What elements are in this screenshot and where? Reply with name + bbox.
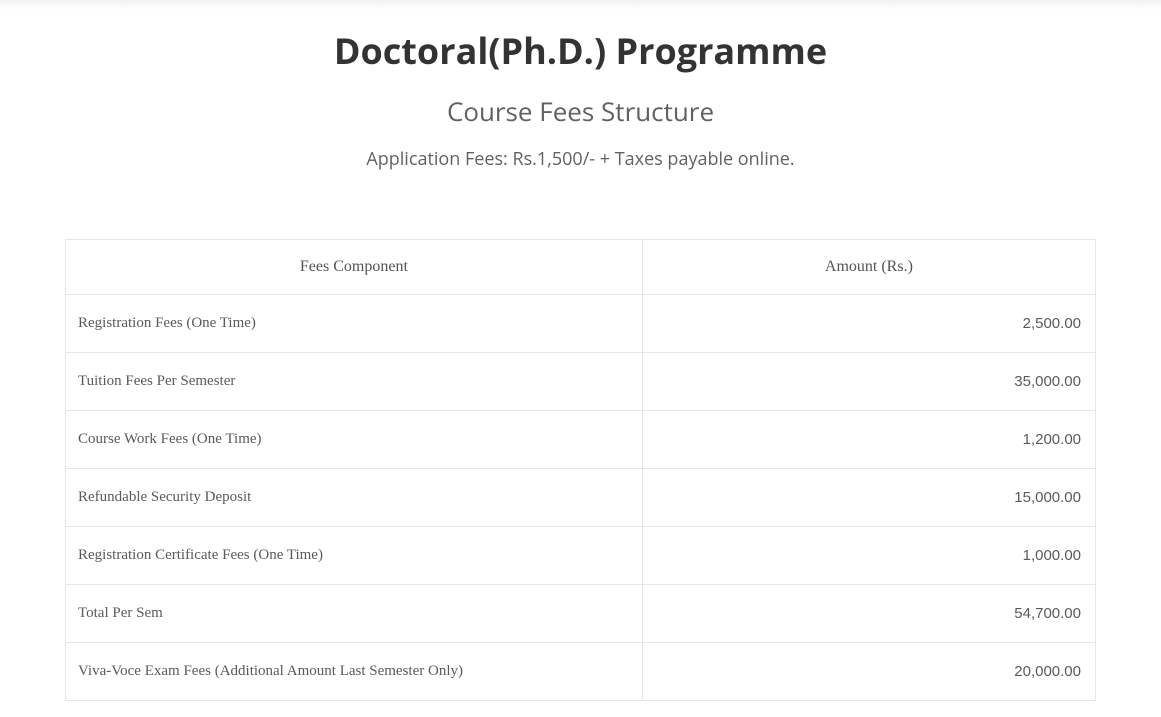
fees-table-container: Fees Component Amount (Rs.) Registration… — [65, 239, 1096, 701]
page-title: Doctoral(Ph.D.) Programme — [65, 26, 1096, 75]
fee-component: Refundable Security Deposit — [66, 469, 643, 527]
top-gradient — [0, 0, 1161, 10]
fee-component: Tuition Fees Per Semester — [66, 353, 643, 411]
table-row: Registration Certificate Fees (One Time)… — [66, 527, 1096, 585]
fee-amount: 20,000.00 — [642, 643, 1095, 701]
table-row: Refundable Security Deposit 15,000.00 — [66, 469, 1096, 527]
table-row: Tuition Fees Per Semester 35,000.00 — [66, 353, 1096, 411]
fee-amount: 54,700.00 — [642, 585, 1095, 643]
main-content: Doctoral(Ph.D.) Programme Course Fees St… — [0, 0, 1161, 701]
table-row: Course Work Fees (One Time) 1,200.00 — [66, 411, 1096, 469]
col-header-amount: Amount (Rs.) — [642, 240, 1095, 295]
fee-amount: 1,000.00 — [642, 527, 1095, 585]
page-subtitle: Course Fees Structure — [65, 93, 1096, 129]
table-row: Registration Fees (One Time) 2,500.00 — [66, 295, 1096, 353]
fee-amount: 1,200.00 — [642, 411, 1095, 469]
table-header-row: Fees Component Amount (Rs.) — [66, 240, 1096, 295]
fee-amount: 2,500.00 — [642, 295, 1095, 353]
table-row: Viva-Voce Exam Fees (Additional Amount L… — [66, 643, 1096, 701]
fee-component: Viva-Voce Exam Fees (Additional Amount L… — [66, 643, 643, 701]
application-fees-text: Application Fees: Rs.1,500/- + Taxes pay… — [65, 147, 1096, 171]
fee-amount: 35,000.00 — [642, 353, 1095, 411]
fees-table: Fees Component Amount (Rs.) Registration… — [65, 239, 1096, 701]
fee-amount: 15,000.00 — [642, 469, 1095, 527]
fee-component: Course Work Fees (One Time) — [66, 411, 643, 469]
fee-component: Registration Fees (One Time) — [66, 295, 643, 353]
fee-component: Total Per Sem — [66, 585, 643, 643]
fee-component: Registration Certificate Fees (One Time) — [66, 527, 643, 585]
col-header-component: Fees Component — [66, 240, 643, 295]
table-row: Total Per Sem 54,700.00 — [66, 585, 1096, 643]
